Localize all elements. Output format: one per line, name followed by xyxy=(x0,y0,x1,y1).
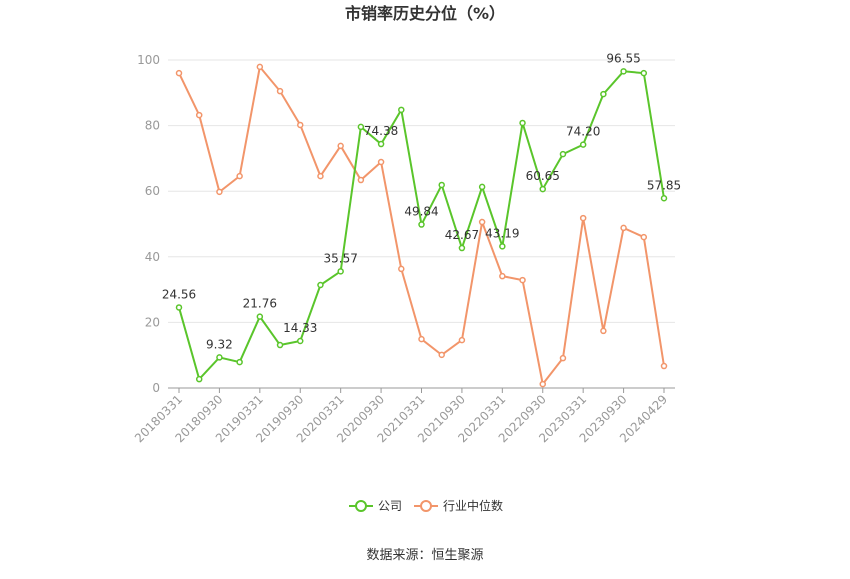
point xyxy=(297,337,304,345)
point xyxy=(640,233,648,241)
y-tick-label: 40 xyxy=(145,250,160,264)
point xyxy=(640,69,648,77)
data-label: 74.38 xyxy=(364,124,398,138)
point xyxy=(236,172,243,180)
point xyxy=(418,335,425,343)
y-tick-label: 20 xyxy=(145,315,160,329)
data-label: 74.20 xyxy=(566,125,600,139)
chart-title: 市销率历史分位（%） xyxy=(345,4,505,23)
legend-marker xyxy=(355,500,367,512)
point xyxy=(195,375,203,383)
y-tick-label: 0 xyxy=(152,381,160,395)
point xyxy=(256,313,264,320)
point xyxy=(276,341,284,349)
data-label: 14.33 xyxy=(283,321,317,335)
point xyxy=(600,90,607,98)
data-label: 42.67 xyxy=(445,228,479,242)
point xyxy=(377,158,385,166)
legend-label: 行业中位数 xyxy=(443,498,503,513)
point xyxy=(539,380,546,388)
point xyxy=(256,63,264,71)
point xyxy=(478,218,486,226)
point xyxy=(579,214,587,222)
point xyxy=(519,119,526,127)
data-label: 57.85 xyxy=(647,178,681,192)
point xyxy=(175,304,183,311)
point xyxy=(499,272,506,280)
point xyxy=(216,188,223,196)
point xyxy=(398,265,405,273)
point xyxy=(660,195,668,202)
data-label: 35.57 xyxy=(323,251,357,265)
data-label: 21.76 xyxy=(243,297,277,311)
point xyxy=(195,111,203,119)
point xyxy=(377,140,385,148)
point xyxy=(175,69,183,77)
y-tick-label: 60 xyxy=(145,184,160,198)
point xyxy=(216,354,223,361)
point xyxy=(499,243,506,250)
point xyxy=(236,358,243,366)
point xyxy=(438,351,445,359)
point xyxy=(418,221,425,228)
point xyxy=(438,181,445,189)
data-label: 60.65 xyxy=(526,169,560,183)
point xyxy=(357,176,365,184)
data-label: 24.56 xyxy=(162,287,196,301)
point xyxy=(297,121,304,129)
point xyxy=(539,185,546,193)
data-label: 43.19 xyxy=(485,226,519,240)
point xyxy=(458,336,466,344)
point xyxy=(458,244,466,252)
y-tick-label: 80 xyxy=(145,119,160,133)
point xyxy=(579,141,587,148)
data-label: 96.55 xyxy=(606,51,640,65)
point xyxy=(276,87,284,95)
source-note: 数据来源：恒生聚源 xyxy=(366,548,483,563)
point xyxy=(398,106,405,114)
point xyxy=(559,354,567,362)
point xyxy=(317,172,324,180)
point xyxy=(317,281,324,289)
point xyxy=(600,327,607,335)
legend-label: 公司 xyxy=(378,499,402,513)
y-tick-label: 100 xyxy=(137,53,160,67)
point xyxy=(519,276,526,284)
point xyxy=(559,150,567,158)
point xyxy=(337,142,344,150)
point xyxy=(357,123,365,131)
legend-marker xyxy=(420,500,433,512)
point xyxy=(337,268,344,275)
point xyxy=(660,362,668,370)
data-label: 9.32 xyxy=(206,337,233,351)
point xyxy=(620,68,627,75)
point xyxy=(620,224,627,232)
data-label: 49.84 xyxy=(404,205,438,219)
point xyxy=(478,183,486,191)
